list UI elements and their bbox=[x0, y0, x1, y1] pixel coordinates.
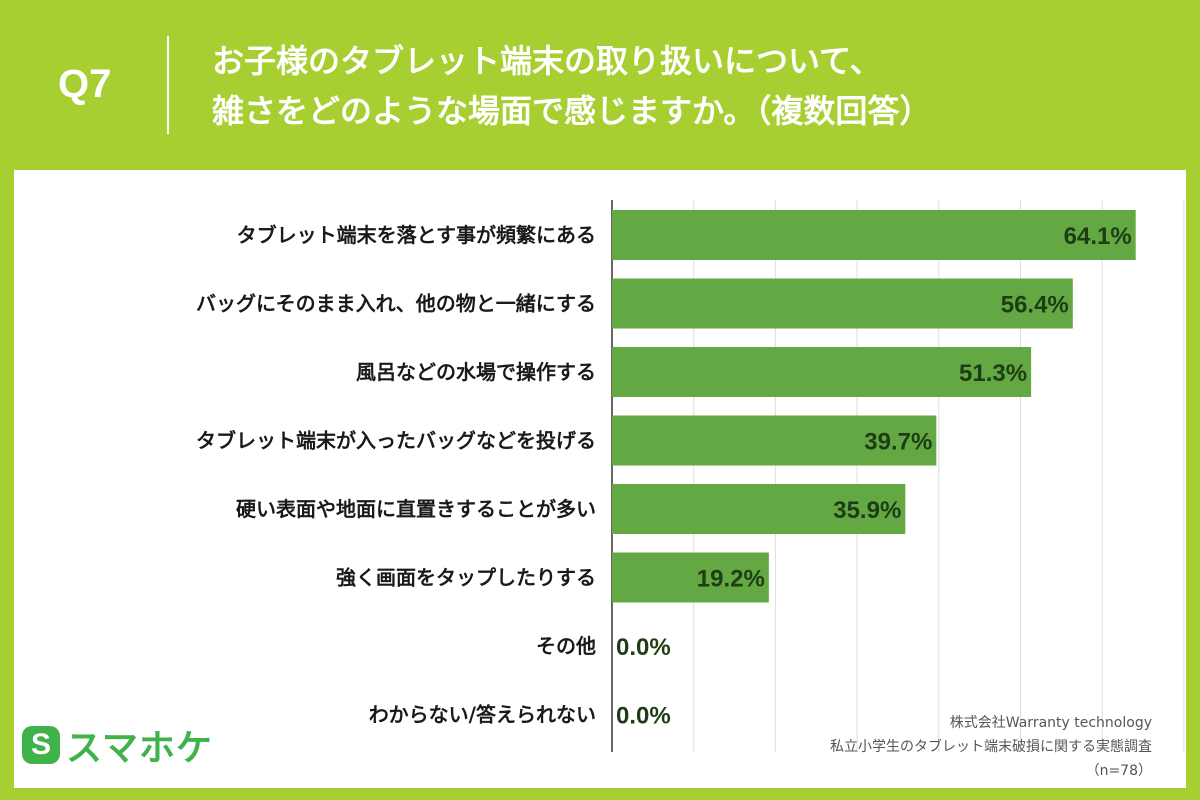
category-label-7: わからない/答えられない bbox=[369, 703, 596, 727]
value-label-5: 19.2% bbox=[697, 566, 765, 593]
bar-4 bbox=[612, 484, 906, 534]
category-label-3: タブレット端末が入ったバッグなどを投げる bbox=[196, 429, 596, 453]
bar-3 bbox=[612, 415, 937, 466]
question-title: お子様のタブレット端末の取り扱いについて、 雑さをどのような場面で感じますか。（… bbox=[212, 36, 1172, 136]
header: Q7 お子様のタブレット端末の取り扱いについて、 雑さをどのような場面で感じます… bbox=[0, 0, 1200, 170]
source-survey: 私立小学生のタブレット端末破損に関する実態調査 bbox=[830, 739, 1152, 755]
category-label-4: 硬い表面や地面に直置きすることが多い bbox=[236, 497, 596, 521]
question-number: Q7 bbox=[58, 62, 112, 106]
bar-2 bbox=[612, 347, 1032, 397]
bar-chart: タブレット端末を落とす事が頻繁にあるバッグにそのまま入れ、他の物と一緒にする風呂… bbox=[196, 200, 1185, 752]
bar-0 bbox=[612, 210, 1136, 260]
chart-panel: タブレット端末を落とす事が頻繁にあるバッグにそのまま入れ、他の物と一緒にする風呂… bbox=[14, 170, 1186, 788]
bar-1 bbox=[612, 278, 1073, 329]
source-sample: （n=78） bbox=[1085, 763, 1152, 779]
category-label-5: 強く画面をタップしたりする bbox=[336, 566, 596, 590]
category-labels: タブレット端末を落とす事が頻繁にあるバッグにそのまま入れ、他の物と一緒にする風呂… bbox=[196, 223, 596, 727]
category-label-0: タブレット端末を落とす事が頻繁にある bbox=[237, 223, 596, 247]
category-label-2: 風呂などの水場で操作する bbox=[356, 360, 596, 384]
question-title-line1: お子様のタブレット端末の取り扱いについて、 bbox=[212, 42, 882, 80]
category-label-1: バッグにそのまま入れ、他の物と一緒にする bbox=[196, 292, 596, 316]
bar-5 bbox=[612, 552, 769, 603]
chart-bars bbox=[612, 210, 1136, 603]
header-divider bbox=[167, 36, 169, 134]
value-label-1: 56.4% bbox=[1001, 292, 1069, 319]
brand-logo: S スマホケ bbox=[22, 722, 213, 769]
value-label-6: 0.0% bbox=[616, 634, 671, 661]
category-label-6: その他 bbox=[536, 634, 596, 658]
question-title-line2: 雑さをどのような場面で感じますか。（複数回答） bbox=[212, 92, 932, 130]
value-label-0: 64.1% bbox=[1064, 223, 1132, 250]
value-label-3: 39.7% bbox=[864, 429, 932, 456]
value-label-4: 35.9% bbox=[833, 497, 901, 524]
value-labels: 64.1% 56.4% 51.3% 39.7% 35.9% 19.2% 0.0% 0.0% bbox=[616, 223, 1132, 730]
logo-mark-icon: S bbox=[22, 726, 60, 764]
value-label-7: 0.0% bbox=[616, 703, 671, 730]
logo-text: スマホケ bbox=[66, 728, 213, 769]
source-company: 株式会社Warranty technology bbox=[949, 715, 1152, 731]
value-label-2: 51.3% bbox=[959, 360, 1027, 387]
